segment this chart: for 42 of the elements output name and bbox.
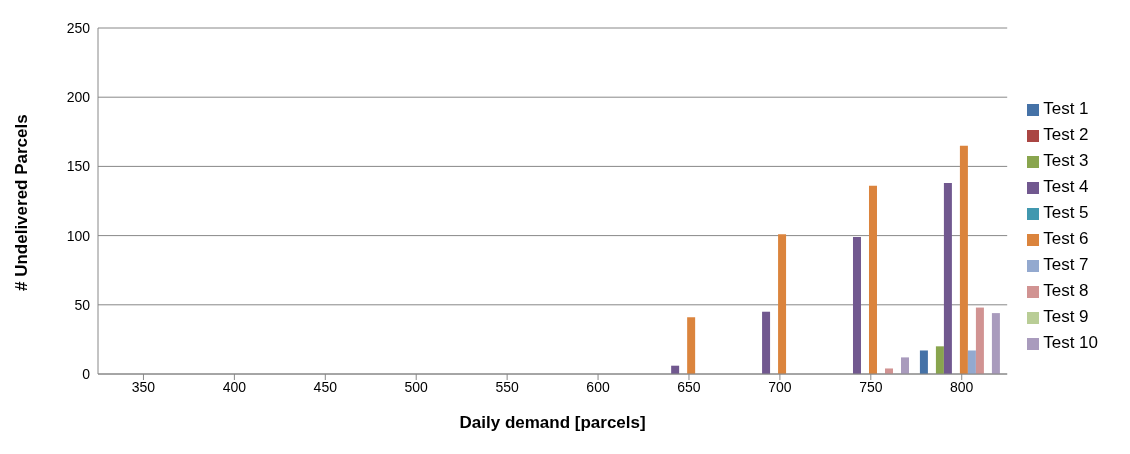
bar	[967, 350, 976, 374]
legend-label: Test 1	[1043, 99, 1089, 118]
bar	[975, 307, 984, 374]
y-tick-label: 50	[74, 296, 91, 313]
x-tick-label: 450	[313, 378, 338, 395]
bar	[852, 236, 861, 374]
y-tick-label: 250	[66, 19, 91, 36]
legend-label: Test 5	[1043, 203, 1089, 222]
y-tick-label: 100	[66, 227, 91, 244]
x-tick-label: 650	[677, 378, 701, 395]
legend-label: Test 7	[1043, 255, 1089, 274]
x-tick-label: 500	[404, 378, 429, 395]
bar	[991, 313, 1000, 374]
legend-label: Test 8	[1043, 281, 1089, 300]
legend-label: Test 6	[1043, 229, 1089, 248]
y-tick-label: 150	[66, 158, 91, 175]
x-tick-label: 600	[586, 378, 610, 395]
bar	[919, 350, 928, 374]
x-tick-label: 350	[131, 378, 156, 395]
x-tick-label: 800	[950, 378, 974, 395]
x-tick-label: 550	[495, 378, 520, 395]
x-axis-title: Daily demand [parcels]	[459, 413, 646, 432]
y-tick-label: 0	[82, 365, 91, 382]
x-tick-label: 750	[859, 378, 883, 395]
x-tick-label: 400	[222, 378, 247, 395]
bar	[959, 145, 968, 374]
bar	[884, 368, 893, 374]
bar	[900, 357, 909, 374]
legend-label: Test 2	[1043, 125, 1089, 144]
bar	[943, 183, 952, 374]
bar	[762, 311, 771, 374]
legend-label: Test 4	[1043, 177, 1089, 196]
bar	[935, 346, 944, 374]
x-tick-label: 700	[768, 378, 792, 395]
bar	[778, 234, 787, 374]
bar	[687, 317, 696, 374]
bar	[868, 185, 877, 374]
y-axis-title: # Undelivered Parcels	[12, 114, 32, 291]
y-tick-label: 200	[66, 89, 91, 106]
legend-label: Test 10	[1043, 333, 1098, 352]
legend-label: Test 3	[1043, 151, 1089, 170]
legend-label: Test 9	[1043, 307, 1089, 326]
